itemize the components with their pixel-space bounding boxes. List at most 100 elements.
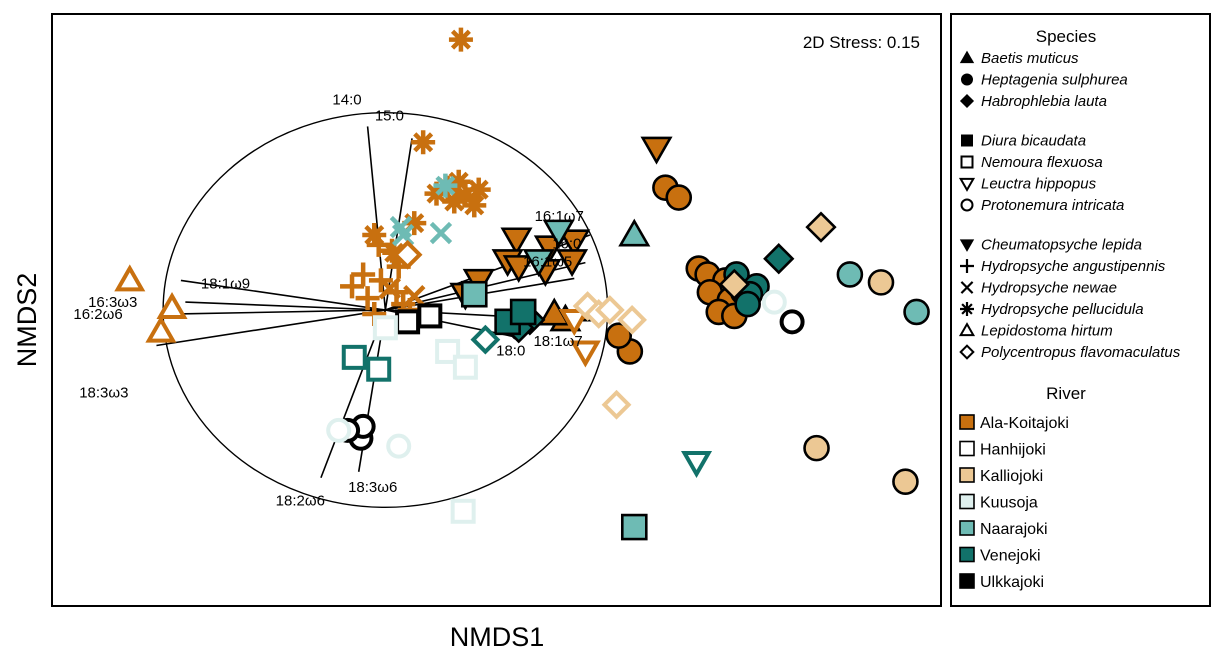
vector-label: 18:1ω9: [201, 275, 250, 292]
data-point: [429, 221, 453, 245]
data-point: [761, 289, 787, 315]
legend-species-label: Polycentropus flavomaculatus: [981, 344, 1181, 361]
legend-species-entry: Diura bicaudata: [961, 133, 1086, 150]
data-point: [341, 344, 367, 370]
x-axis-label: NMDS1: [450, 622, 545, 650]
data-point: [392, 239, 423, 270]
legend-river-entry: Hanhijoki: [959, 440, 1046, 459]
data-point: [442, 189, 467, 214]
vector-label: 16:1ω5: [523, 253, 572, 270]
legend-river-label: Ulkkajoki: [980, 574, 1044, 591]
legend-river-swatch: [959, 493, 975, 510]
legend-species-entry: Habrophlebia lauta: [959, 93, 1107, 110]
legend-river-label: Hanhijoki: [980, 442, 1046, 459]
data-point: [867, 269, 895, 296]
data-point: [836, 261, 864, 288]
legend-species-marker: [960, 155, 974, 169]
legend-species-marker: [960, 281, 974, 294]
legend-species-marker: [960, 302, 974, 316]
data-point: [779, 309, 805, 335]
data-point: [542, 219, 575, 248]
data-point: [462, 193, 487, 218]
data-point: [502, 255, 535, 283]
legend-species-entry: Heptagenia sulphurea: [961, 72, 1128, 89]
data-point: [558, 229, 591, 258]
vector-label: 16:1ω7: [535, 208, 584, 225]
legend-species-label: Habrophlebia lauta: [981, 93, 1107, 110]
legend-species-label: Protonemura intricata: [981, 197, 1124, 214]
legend-river-swatch: [959, 546, 975, 563]
data-point: [366, 356, 392, 382]
data-point: [617, 304, 647, 335]
plot-area: 14:0 15:0 16:1ω7 16:016:1ω5 18:1ω7 18:0 18:1ω9…: [73, 27, 930, 541]
legend-river-swatch: [959, 467, 975, 483]
data-point: [362, 223, 387, 248]
data-point: [411, 130, 436, 155]
legend-species-marker: [961, 134, 973, 147]
vector-label: 16:3ω3: [88, 294, 137, 311]
legend-species-entry: Leuctra hippopus: [958, 176, 1097, 193]
data-point: [903, 298, 930, 326]
data-point: [391, 223, 415, 247]
legend-species-marker: [961, 73, 973, 86]
data-point: [326, 417, 352, 443]
legend-species-label: Heptagenia sulphurea: [981, 72, 1128, 89]
data-point: [805, 211, 837, 243]
legend-species-marker: [960, 259, 974, 273]
data-point: [558, 308, 590, 336]
data-point: [620, 513, 648, 541]
legend-rivers: Ala-Koitajoki Hanhijoki Kalliojoki Kuusoja N…: [959, 414, 1069, 591]
data-point: [460, 280, 488, 308]
legend-species-label: Hydropsyche angustipennis: [981, 258, 1166, 275]
legend-species-marker: [959, 93, 975, 109]
data-point: [892, 468, 919, 495]
legend-river-entry: Ulkkajoki: [959, 573, 1044, 591]
data-point: [448, 27, 473, 52]
legend-species-entry: Polycentropus flavomaculatus: [959, 344, 1181, 361]
data-point: [355, 286, 380, 311]
legend-river-swatch: [959, 520, 975, 536]
legend-species-entry: Nemoura flexuosa: [960, 154, 1103, 171]
legend-species-entry: Baetis muticus: [959, 50, 1079, 67]
y-axis-label: NMDS2: [12, 273, 42, 368]
vector-label: 18:2ω6: [276, 493, 325, 510]
legend-species-label: Lepidostoma hirtum: [981, 323, 1113, 340]
data-point: [601, 389, 632, 420]
legend-species-label: Nemoura flexuosa: [981, 154, 1103, 171]
vector-label: 18:1ω7: [533, 333, 582, 350]
legend-river-entry: Kalliojoki: [959, 467, 1043, 485]
legend-species-entry: Hydropsyche angustipennis: [960, 258, 1166, 275]
vector-label: 18:3ω3: [79, 385, 128, 402]
data-point: [402, 211, 427, 236]
vector-label: 16:0: [552, 236, 581, 253]
data-point: [351, 262, 376, 287]
legend-species-entry: Lepidostoma hirtum: [958, 322, 1113, 340]
legend-river-title: River: [1046, 384, 1086, 403]
legend-species-label: Hydropsyche newae: [981, 280, 1117, 297]
data-point: [680, 451, 713, 479]
data-point: [403, 284, 426, 308]
legend-species-marker: [960, 198, 974, 212]
data-point: [386, 433, 412, 459]
data-point: [446, 169, 471, 194]
legend-river-label: Kalliojoki: [980, 468, 1043, 485]
data-point: [114, 264, 146, 292]
stress-label: 2D Stress: 0.15: [803, 33, 920, 52]
vector-label: 18:0: [496, 343, 525, 360]
legend-species-marker: [959, 239, 975, 252]
legend-river-entry: Naarajoki: [959, 520, 1048, 538]
data-point: [572, 291, 603, 321]
data-point: [372, 315, 398, 341]
legend-species-marker: [959, 50, 975, 64]
data-point: [640, 136, 673, 165]
data-point: [763, 243, 795, 275]
data-point: [470, 324, 501, 355]
vector-arrow: [180, 279, 386, 311]
legend-species: Baetis muticus Heptagenia sulphurea Habrop…: [958, 50, 1181, 361]
legend-river-swatch: [959, 573, 975, 589]
legend-river-label: Venejoki: [980, 548, 1041, 565]
legend-species-label: Leuctra hippopus: [981, 176, 1097, 193]
vector-arrow: [185, 301, 386, 311]
data-point: [340, 274, 365, 299]
data-point: [618, 218, 651, 247]
